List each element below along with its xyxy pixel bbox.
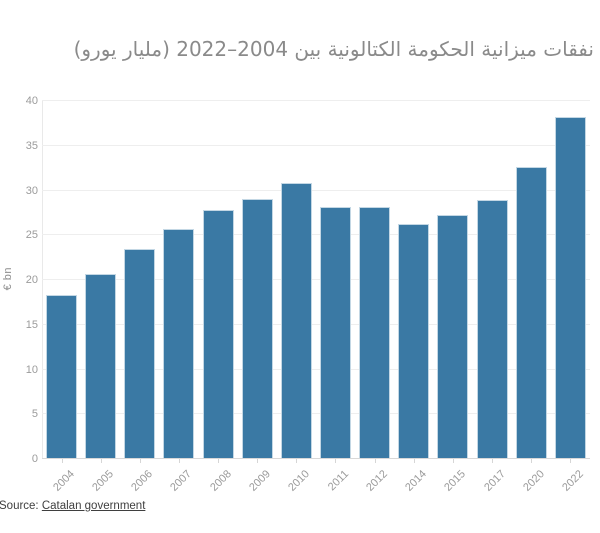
x-slot-2007: 2007 <box>163 459 194 503</box>
y-tick-label-5: 5 <box>31 408 38 421</box>
x-tick-mark <box>296 459 298 463</box>
bar-2005 <box>85 273 117 458</box>
source-link[interactable]: Catalan government <box>41 500 146 512</box>
gridline-40 <box>42 100 590 101</box>
chart-title: نفقات ميزانية الحكومة الكتالونية بين 200… <box>73 37 594 61</box>
x-slot-2015: 2015 <box>437 459 468 503</box>
x-tick-label-2020: 2020 <box>520 468 547 494</box>
x-tick-mark <box>531 459 533 463</box>
bar-2020 <box>515 167 547 458</box>
x-slot-2017: 2017 <box>477 459 508 503</box>
x-tick-label-2009: 2009 <box>246 468 273 494</box>
y-tick-label-40: 40 <box>25 95 38 107</box>
bar-2017 <box>476 200 508 458</box>
x-tick-mark <box>570 459 572 463</box>
bar-series <box>46 100 586 458</box>
x-tick-mark <box>139 459 141 463</box>
x-tick-mark <box>178 459 180 463</box>
x-slot-2009: 2009 <box>242 459 273 503</box>
y-tick-label-35: 35 <box>25 139 38 152</box>
bar-2007 <box>163 228 195 458</box>
x-slot-2012: 2012 <box>359 459 390 503</box>
x-tick-label-2005: 2005 <box>90 468 117 494</box>
bar-2004 <box>46 295 77 458</box>
x-tick-mark <box>257 459 259 463</box>
x-tick-label-2006: 2006 <box>129 468 156 494</box>
bar-2012 <box>359 207 391 458</box>
bar-2015 <box>437 214 469 458</box>
gridline-15 <box>42 323 590 325</box>
bar-2011 <box>319 206 351 458</box>
bar-2022 <box>554 117 586 458</box>
x-axis: 2004 2005 2006 2007 2008 2009 2010 2011 2012 2014… <box>46 459 586 503</box>
x-slot-2020: 2020 <box>516 459 547 503</box>
gridline-10 <box>42 368 590 370</box>
y-tick-label-0: 0 <box>31 453 38 465</box>
x-tick-mark <box>492 459 494 463</box>
x-tick-label-2014: 2014 <box>403 468 430 494</box>
y-tick-label-30: 30 <box>25 184 38 197</box>
x-slot-2008: 2008 <box>203 459 234 503</box>
source-line: Source: Catalan government <box>0 500 145 512</box>
x-slot-2004: 2004 <box>46 459 77 503</box>
x-slot-2010: 2010 <box>281 459 312 503</box>
x-tick-mark <box>335 459 337 463</box>
y-tick-label-15: 15 <box>25 318 38 331</box>
gridline-30 <box>42 189 590 191</box>
bar-2014 <box>398 224 430 458</box>
x-slot-2014: 2014 <box>398 459 429 503</box>
x-tick-label-2015: 2015 <box>442 468 469 494</box>
gridline-0 <box>42 458 590 459</box>
x-slot-2005: 2005 <box>85 459 116 503</box>
x-slot-2022: 2022 <box>555 459 586 503</box>
x-slot-2006: 2006 <box>124 459 155 503</box>
x-tick-label-2011: 2011 <box>325 468 351 494</box>
x-tick-label-2022: 2022 <box>560 468 586 494</box>
x-tick-mark <box>218 459 220 463</box>
source-prefix: Source: <box>0 500 42 512</box>
gridline-5 <box>42 413 590 415</box>
x-tick-mark <box>61 459 63 463</box>
bar-2009 <box>241 199 273 458</box>
bar-2008 <box>202 210 234 458</box>
plot-area <box>42 100 590 459</box>
gridline-25 <box>42 234 590 236</box>
x-tick-mark <box>452 459 454 463</box>
x-tick-label-2017: 2017 <box>481 468 508 494</box>
x-tick-label-2012: 2012 <box>364 468 391 494</box>
x-slot-2011: 2011 <box>320 459 351 503</box>
x-tick-label-2007: 2007 <box>168 468 195 494</box>
x-tick-label-2010: 2010 <box>286 468 312 494</box>
y-tick-label-25: 25 <box>25 229 38 242</box>
y-tick-label-20: 20 <box>25 274 38 286</box>
x-tick-label-2008: 2008 <box>207 468 234 494</box>
bar-2010 <box>280 183 312 458</box>
x-tick-mark <box>413 459 415 463</box>
x-tick-label-2004: 2004 <box>51 468 77 494</box>
y-tick-label-10: 10 <box>25 363 38 376</box>
bar-2006 <box>124 249 156 458</box>
x-tick-mark <box>100 459 102 463</box>
x-tick-mark <box>374 459 376 463</box>
gridline-35 <box>42 144 590 146</box>
y-axis-tick-labels: 0 5 10 15 20 25 30 35 40 <box>0 95 38 465</box>
gridline-20 <box>42 279 590 280</box>
